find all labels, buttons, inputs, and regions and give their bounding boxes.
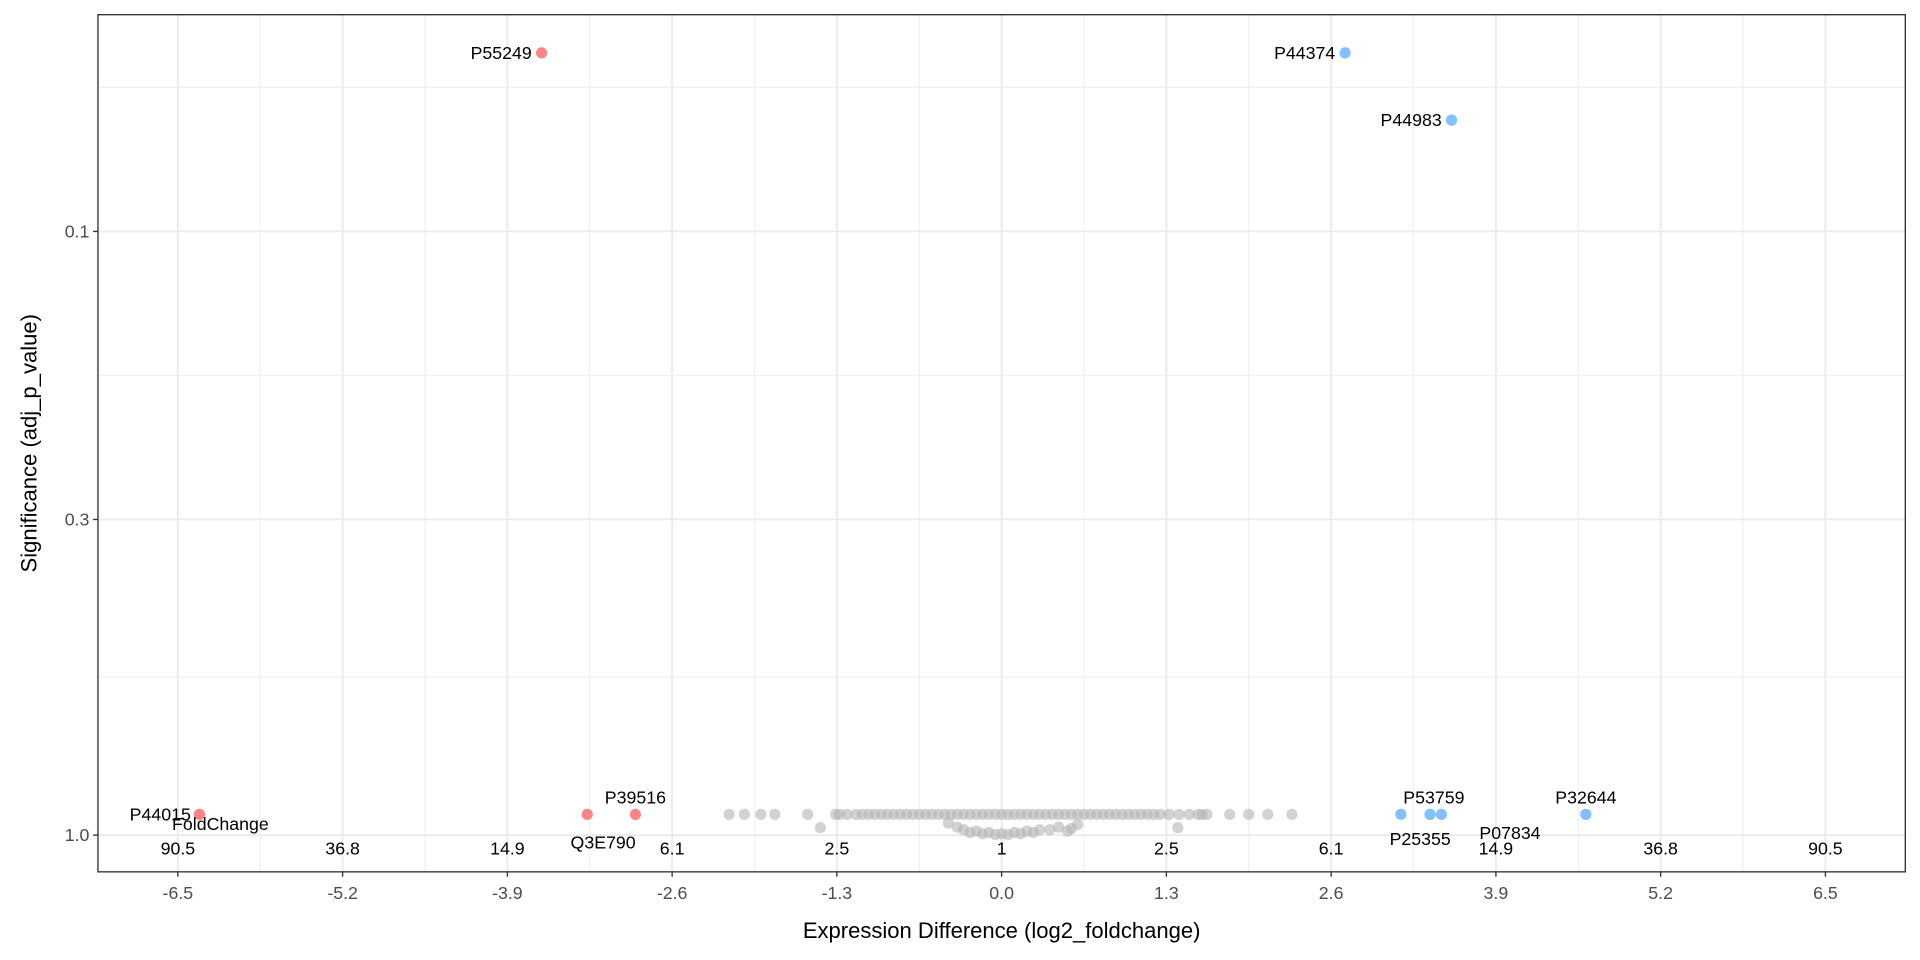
data-point-nonsignificant (1072, 818, 1084, 831)
fold-change-label: 14.9 (1479, 839, 1514, 859)
data-point-nonsignificant (1201, 808, 1213, 821)
x-tick-label: 1.3 (1154, 883, 1179, 903)
y-tick-label: 1.0 (65, 825, 90, 845)
data-point-nonsignificant (964, 826, 976, 839)
point-label-p25355: P25355 (1390, 829, 1451, 849)
data-point-nonsignificant (1286, 808, 1298, 821)
fold-change-title: FoldChange (172, 814, 269, 834)
fold-change-label: 2.5 (1154, 839, 1179, 859)
point-label-p53759: P53759 (1403, 787, 1464, 807)
data-point-nonsignificant (1002, 828, 1014, 841)
fold-change-label: 2.5 (825, 839, 850, 859)
x-tick-label: 6.5 (1813, 883, 1838, 903)
fold-change-label: 6.1 (1319, 839, 1344, 859)
data-point-p25355 (1424, 808, 1436, 821)
fold-change-label: 36.8 (325, 839, 360, 859)
data-point-q3e790 (581, 808, 593, 821)
x-tick-label: 3.9 (1484, 883, 1509, 903)
data-point-nonsignificant (1154, 808, 1166, 821)
data-point-nonsignificant (1015, 828, 1027, 840)
y-axis-title: Significance (adj_p_value) (17, 314, 42, 572)
fold-change-labels: 90.5 36.8 14.9 6.1 2.5 1 2.5 6.1 14.9 36.8 90.5 (161, 839, 1843, 859)
point-label-q3e790: Q3E790 (571, 833, 636, 853)
data-point-nonsignificant (1044, 824, 1056, 836)
data-point-nonsignificant (802, 808, 814, 821)
fold-change-label: 6.1 (660, 839, 685, 859)
fold-change-label: 90.5 (1808, 839, 1843, 859)
x-tick-label: 0.0 (989, 883, 1014, 903)
data-point-nonsignificant (1027, 826, 1039, 839)
data-point-p32644 (1580, 808, 1592, 821)
fold-change-label: 90.5 (161, 839, 196, 859)
data-point-p44374 (1339, 47, 1351, 59)
data-point-nonsignificant (814, 822, 827, 834)
data-point-nonsignificant (769, 808, 781, 821)
data-point-p55249 (535, 47, 548, 59)
x-tick-label: 2.6 (1319, 883, 1344, 903)
axes: -6.5 -5.2 -3.9 -2.6 -1.3 0.0 1.3 2.6 3.9 5.2 6.5 0.… (65, 222, 1838, 903)
data-point-p39516 (629, 808, 642, 821)
data-point-nonsignificant (1163, 808, 1175, 821)
point-label-p44374: P44374 (1274, 43, 1335, 63)
data-point-nonsignificant (1172, 822, 1184, 834)
data-point-nonsignificant (1173, 808, 1185, 821)
data-point-nonsignificant (723, 808, 735, 821)
data-point-nonsignificant (1224, 808, 1236, 821)
data-point-nonsignificant (1053, 821, 1065, 833)
data-point-nonsignificant (942, 817, 955, 829)
x-axis-title: Expression Difference (log2_foldchange) (803, 918, 1201, 943)
data-point-nonsignificant (755, 808, 767, 821)
data-point-nonsignificant (738, 808, 750, 821)
y-tick-label: 0.3 (65, 510, 90, 530)
data-point-nonsignificant (841, 808, 853, 821)
data-point-p53759 (1395, 808, 1407, 821)
data-point-nonsignificant (1262, 808, 1274, 821)
x-tick-label: -1.3 (822, 883, 853, 903)
nonsignificant-points (723, 808, 1298, 841)
fold-change-label: 36.8 (1643, 839, 1678, 859)
data-point-nonsignificant (989, 828, 1001, 841)
point-label-p07834: P07834 (1479, 823, 1540, 843)
data-point-nonsignificant (1183, 808, 1195, 821)
gridlines (97, 14, 1906, 872)
x-tick-label: -3.9 (492, 883, 523, 903)
fold-change-label: 1 (997, 839, 1007, 859)
significant-points: P55249 P44015 Q3E790 P39516 P44374 P44983 P537… (130, 43, 1617, 853)
data-point-nonsignificant (1243, 808, 1255, 821)
data-point-p44015 (193, 808, 206, 821)
fold-change-label: 14.9 (490, 839, 525, 859)
point-label-p44015: P44015 (130, 805, 191, 825)
y-tick-label: 0.1 (65, 222, 90, 242)
point-label-p32644: P32644 (1555, 787, 1616, 807)
data-point-nonsignificant (1061, 825, 1074, 837)
data-point-p44983 (1445, 114, 1458, 126)
point-label-p44983: P44983 (1381, 110, 1442, 130)
x-tick-label: -2.6 (657, 883, 688, 903)
x-tick-label: -5.2 (327, 883, 358, 903)
data-point-nonsignificant (976, 828, 989, 840)
data-point-p07834 (1435, 808, 1448, 821)
x-tick-label: 5.2 (1648, 883, 1673, 903)
point-label-p39516: P39516 (605, 787, 666, 807)
point-label-p55249: P55249 (471, 43, 532, 63)
x-tick-label: -6.5 (163, 883, 194, 903)
